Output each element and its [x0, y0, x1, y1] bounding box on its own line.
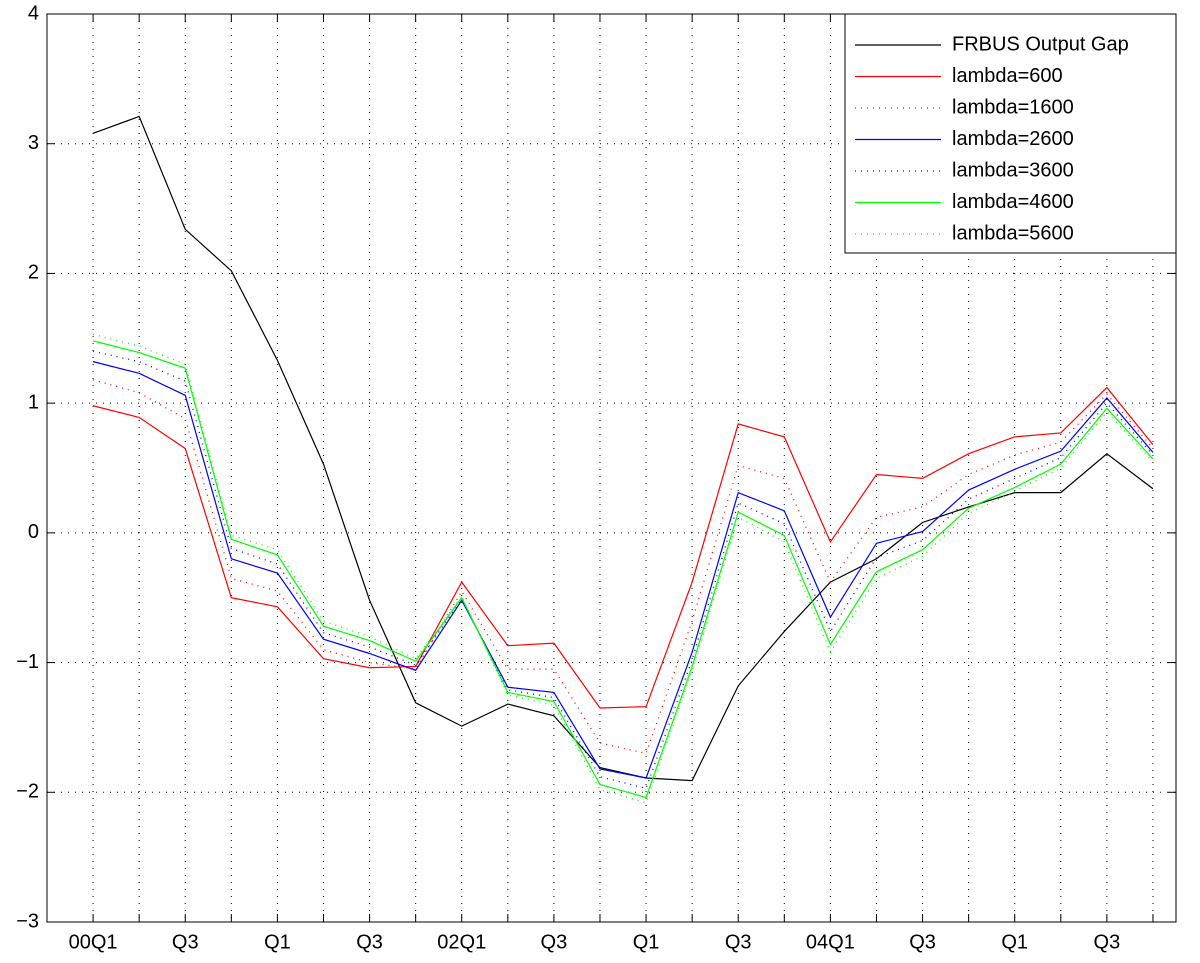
x-tick-label: Q3	[1094, 931, 1121, 953]
y-tick-label: −2	[16, 781, 39, 803]
series-line	[92, 386, 1154, 709]
plot-frame	[46, 13, 1177, 923]
series-line	[92, 350, 1154, 790]
x-tick-label: Q3	[725, 931, 752, 953]
y-tick-label: 0	[28, 521, 39, 543]
legend-label: lambda=600	[952, 65, 1063, 87]
x-tick-label: Q1	[633, 931, 660, 953]
y-tick-label: 4	[28, 2, 39, 24]
y-tick-label: 3	[28, 132, 39, 154]
x-tick-label: Q3	[541, 931, 568, 953]
y-tick-label: −1	[16, 651, 39, 673]
legend-label: lambda=1600	[952, 96, 1074, 118]
y-tick-label: −3	[16, 910, 39, 932]
x-tick-label: 04Q1	[806, 931, 855, 953]
legend-label: lambda=4600	[952, 191, 1074, 213]
series-line	[92, 340, 1154, 799]
x-tick-label: Q3	[356, 931, 383, 953]
x-tick-label: Q1	[1001, 931, 1028, 953]
x-tick-label: 00Q1	[69, 931, 118, 953]
y-tick-label: 2	[28, 262, 39, 284]
legend-label: FRBUS Output Gap	[952, 33, 1129, 55]
x-tick-label: Q1	[264, 931, 291, 953]
series-line	[92, 361, 1154, 779]
legend-label: lambda=5600	[952, 222, 1074, 244]
series-line	[92, 333, 1154, 804]
legend-box	[844, 13, 1177, 254]
y-tick-label: 1	[28, 391, 39, 413]
legend-label: lambda=2600	[952, 128, 1074, 150]
x-tick-label: Q3	[909, 931, 936, 953]
legend-label: lambda=3600	[952, 159, 1074, 181]
x-tick-label: Q3	[172, 931, 199, 953]
series-line	[92, 379, 1154, 755]
x-tick-label: 02Q1	[437, 931, 486, 953]
